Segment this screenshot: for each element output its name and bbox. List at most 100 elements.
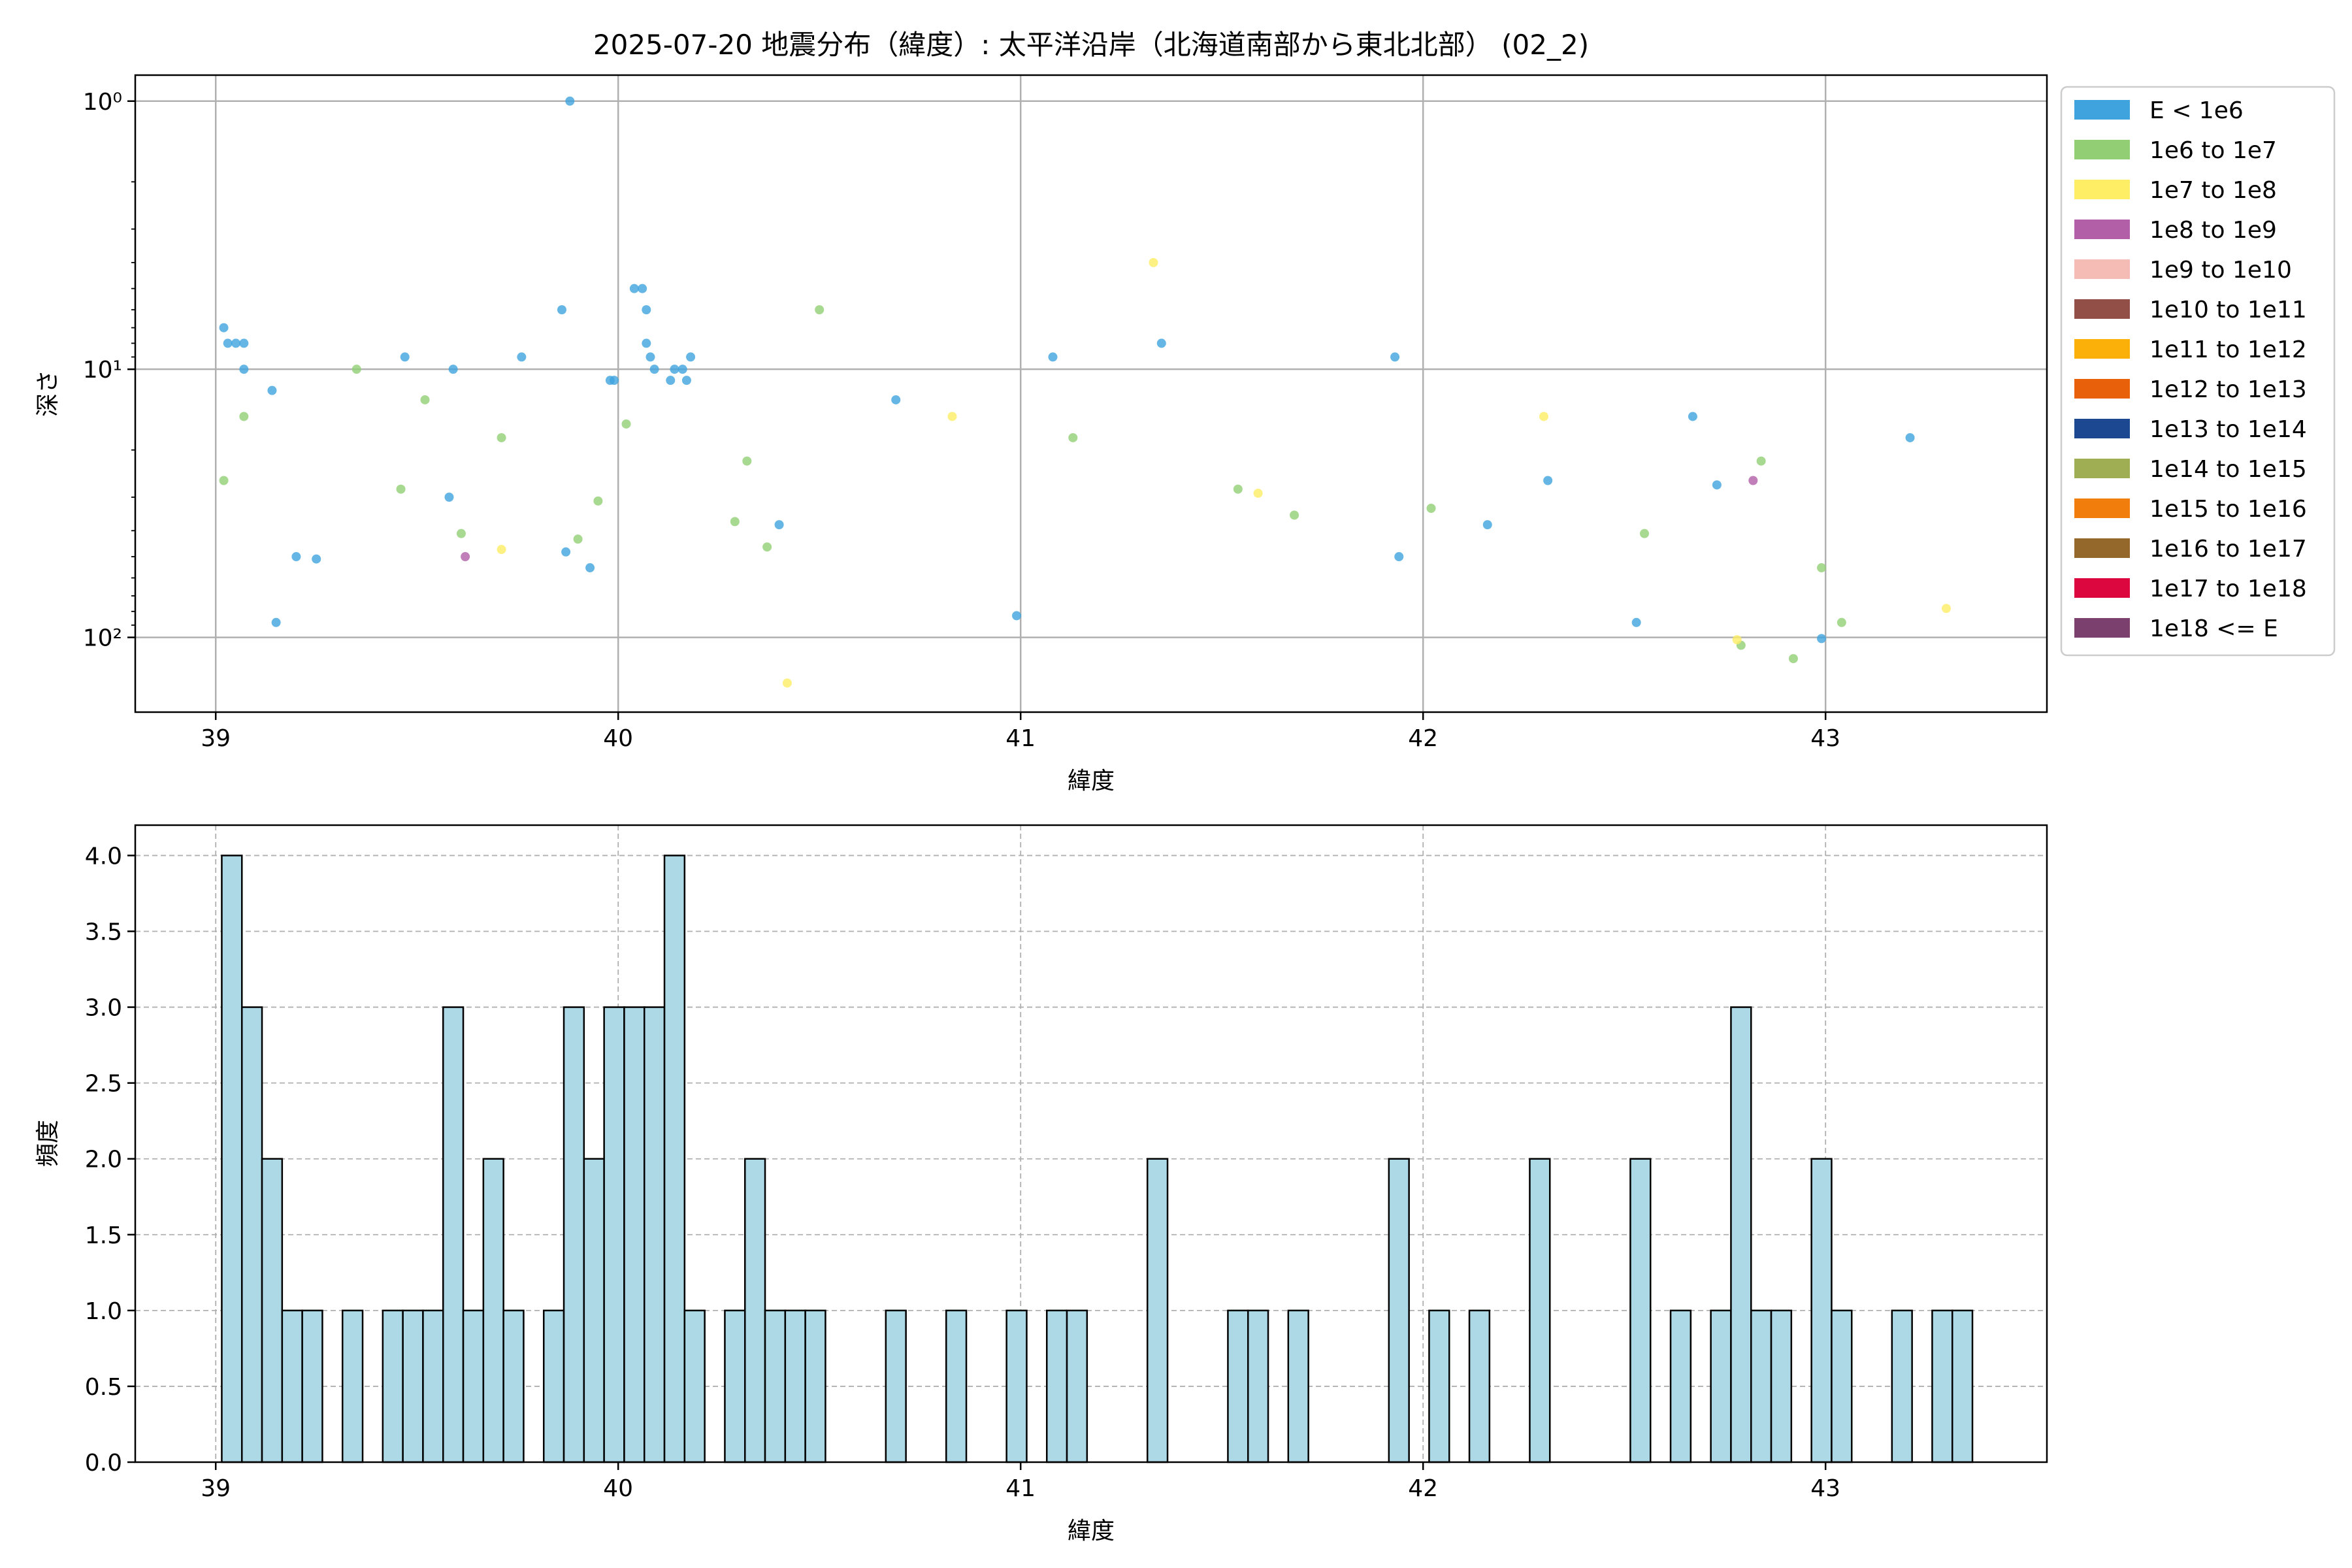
histogram-bar — [502, 1309, 525, 1463]
histogram-bar — [724, 1309, 746, 1463]
legend-label: 1e7 to 1e8 — [2149, 177, 2277, 204]
histogram-bar — [221, 855, 243, 1463]
scatter-point — [649, 365, 659, 374]
scatter-point — [1290, 510, 1299, 520]
histogram-bar — [1730, 1006, 1752, 1463]
legend-swatch — [2074, 339, 2130, 359]
scatter-point — [444, 493, 454, 502]
scatter-point — [1390, 352, 1400, 362]
scatter-point — [645, 352, 655, 362]
scatter-y-axis-label: 深さ — [35, 370, 61, 417]
scatter-point — [642, 338, 651, 348]
scatter-point — [610, 376, 619, 385]
scatter-point — [1712, 480, 1722, 490]
legend-label: 1e8 to 1e9 — [2149, 217, 2277, 244]
legend-swatch — [2074, 538, 2130, 558]
scatter-point — [1426, 503, 1436, 513]
legend-swatch — [2074, 578, 2130, 598]
histogram-bar — [603, 1006, 625, 1463]
scatter-point — [1149, 257, 1158, 267]
scatter-point — [1905, 433, 1915, 442]
legend-label: 1e16 to 1e17 — [2149, 536, 2307, 563]
histogram-bar — [743, 1158, 766, 1463]
scatter-point — [686, 352, 696, 362]
histogram-bar — [281, 1309, 303, 1463]
scatter-point — [642, 305, 651, 315]
scatter-point — [312, 554, 321, 564]
scatter-point — [947, 412, 957, 421]
scatter-panel: 39 40 41 42 43 10⁰ 10¹ 10² 緯度 深さ — [35, 74, 2048, 794]
legend-swatch — [2074, 459, 2130, 478]
histogram-bar — [663, 855, 686, 1463]
histogram-bar — [1891, 1309, 1913, 1463]
histogram-bar — [1710, 1309, 1732, 1463]
histogram-y-tick-label: 0.0 — [85, 1450, 122, 1477]
scatter-plot-frame — [134, 74, 2048, 713]
scatter-point — [1748, 476, 1758, 485]
scatter-y-tick-label: 10² — [83, 625, 122, 652]
legend-label: E < 1e6 — [2149, 97, 2244, 124]
histogram-bar — [1750, 1309, 1772, 1463]
scatter-point — [461, 552, 470, 562]
histogram-bar — [1770, 1309, 1793, 1463]
histogram-bar — [542, 1309, 565, 1463]
scatter-point — [1012, 611, 1022, 621]
histogram-y-tick-label: 2.0 — [85, 1147, 122, 1173]
histogram-bar — [1831, 1309, 1853, 1463]
histogram-bar — [945, 1309, 968, 1463]
scatter-point — [1942, 604, 1951, 613]
scatter-point — [1688, 412, 1697, 421]
scatter-point — [1048, 352, 1058, 362]
scatter-point — [762, 542, 772, 552]
scatter-point — [815, 305, 825, 315]
histogram-bar — [1388, 1158, 1410, 1463]
scatter-x-tick-label: 39 — [201, 725, 231, 752]
scatter-point — [1756, 456, 1766, 466]
scatter-point — [239, 412, 249, 421]
legend-label: 1e15 to 1e16 — [2149, 496, 2307, 523]
legend: E < 1e6 1e6 to 1e7 1e7 to 1e8 1e8 to 1e9 1e9… — [2060, 86, 2336, 657]
scatter-point — [1394, 552, 1404, 562]
histogram-bar — [1931, 1309, 1953, 1463]
scatter-point — [1732, 635, 1742, 645]
scatter-point — [1253, 488, 1263, 498]
scatter-point — [891, 395, 901, 404]
scatter-point — [573, 534, 583, 544]
scatter-y-tick-label: 10⁰ — [83, 89, 122, 116]
legend-swatch — [2074, 379, 2130, 399]
legend-label: 1e13 to 1e14 — [2149, 416, 2307, 443]
histogram-bar — [583, 1158, 605, 1463]
histogram-bar — [1529, 1158, 1551, 1463]
histogram-y-axis-label: 頻度 — [35, 1120, 61, 1167]
scatter-point — [1233, 484, 1243, 494]
histogram-bar — [784, 1309, 806, 1463]
scatter-point — [638, 284, 647, 293]
scatter-point — [219, 323, 229, 333]
scatter-point — [1817, 634, 1827, 644]
scatter-x-tick-label: 42 — [1408, 725, 1438, 752]
histogram-bar — [422, 1309, 444, 1463]
histogram-y-tick-label: 3.5 — [85, 919, 122, 946]
scatter-point — [1068, 433, 1078, 442]
scatter-point — [1156, 338, 1166, 348]
scatter-point — [1817, 563, 1827, 573]
histogram-bar — [623, 1006, 645, 1463]
histogram-bar — [1045, 1309, 1068, 1463]
scatter-point — [497, 433, 506, 442]
histogram-bar — [1146, 1158, 1169, 1463]
histogram-bar — [402, 1309, 424, 1463]
scatter-point — [557, 305, 566, 315]
histogram-bar — [563, 1006, 585, 1463]
scatter-point — [239, 365, 249, 374]
scatter-point — [774, 520, 784, 530]
legend-label: 1e17 to 1e18 — [2149, 576, 2307, 602]
legend-label: 1e10 to 1e11 — [2149, 297, 2307, 323]
legend-frame — [2060, 86, 2336, 657]
scatter-point — [351, 365, 361, 374]
scatter-point — [782, 678, 792, 688]
legend-swatch — [2074, 220, 2130, 239]
histogram-bar — [1247, 1309, 1269, 1463]
histogram-bar — [683, 1309, 706, 1463]
legend-label: 1e12 to 1e13 — [2149, 376, 2307, 403]
histogram-bar — [1468, 1309, 1491, 1463]
